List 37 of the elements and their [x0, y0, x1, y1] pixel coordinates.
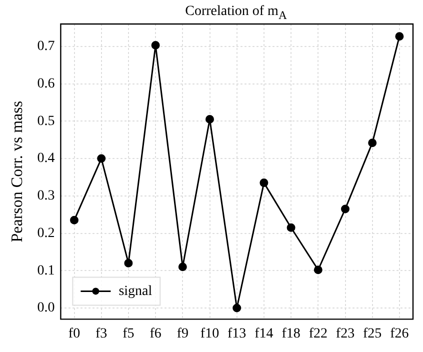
x-tick-label: f23 — [336, 326, 355, 342]
point — [70, 216, 78, 224]
point — [178, 262, 187, 272]
x-tick-label: f13 — [228, 326, 246, 342]
chart-title: Correlation of m$_{A}$ — [184, 4, 288, 22]
x-tick-label: f3 — [96, 326, 108, 342]
point — [151, 41, 160, 50]
y-tick-label: 0.3 — [37, 188, 55, 204]
x-tick-label: f10 — [200, 326, 220, 342]
point — [206, 115, 214, 124]
legend-label: signal — [118, 284, 152, 299]
x-tick-label: f18 — [282, 326, 300, 342]
y-tick-label: 0.0 — [37, 300, 55, 316]
y-axis-title: Pearson Corr. vs mass — [8, 100, 26, 242]
x-tick-label: f5 — [122, 326, 134, 342]
y-tick-label: 0.7 — [37, 39, 55, 54]
y-tick-label: 0.2 — [37, 226, 55, 241]
point — [341, 204, 350, 214]
x-tick-label: f26 — [390, 326, 409, 342]
y-tick-label: 0.1 — [37, 263, 55, 278]
x-tick-label: f0 — [68, 326, 80, 342]
point — [97, 154, 106, 163]
point — [314, 266, 322, 274]
x-tick-label: f25 — [363, 326, 382, 342]
x-tick-label: f6 — [150, 326, 162, 342]
y-tick-label: 0.5 — [37, 114, 55, 129]
point — [368, 138, 377, 148]
y-tick-label: 0.6 — [37, 76, 55, 92]
x-tick-label: f9 — [176, 326, 188, 342]
x-tick-label: f14 — [254, 326, 274, 342]
x-tick-label: f22 — [308, 326, 328, 342]
point — [124, 258, 133, 268]
y-tick-label: 0.4 — [37, 151, 55, 166]
point — [395, 32, 404, 41]
point — [260, 178, 268, 188]
point — [232, 304, 242, 312]
point — [286, 223, 296, 232]
